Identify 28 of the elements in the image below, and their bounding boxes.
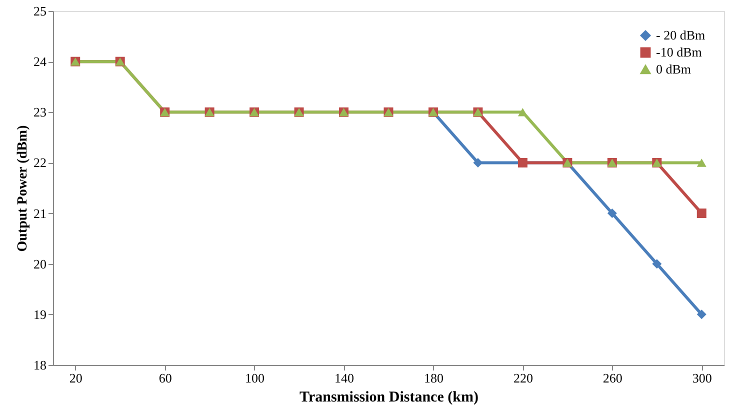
- legend-label: - 20 dBm: [656, 28, 706, 42]
- y-tick-label: 19: [34, 306, 46, 322]
- point: [518, 108, 528, 116]
- point: [652, 259, 662, 269]
- point: [696, 208, 706, 218]
- x-tick-label: 300: [692, 370, 712, 386]
- x-tick-label: 260: [602, 370, 622, 386]
- y-tick-label: 22: [34, 155, 46, 170]
- point: [607, 208, 617, 218]
- point: [473, 158, 483, 168]
- y-axis-title: Output Power (dBm): [16, 124, 30, 252]
- x-tick-label: 140: [334, 370, 354, 386]
- legend-label: 0 dBm: [656, 62, 692, 76]
- point: [696, 310, 706, 320]
- x-tick-label: 180: [424, 370, 444, 386]
- x-tick-label: 60: [158, 370, 172, 386]
- point: [696, 158, 706, 167]
- x-tick-label: 220: [513, 370, 533, 386]
- y-tick-label: 20: [34, 256, 46, 272]
- y-tick-label: 24: [34, 54, 47, 70]
- x-tick-label: 20: [69, 370, 82, 386]
- y-tick-label: 21: [34, 206, 46, 221]
- y-tick-label: 18: [34, 358, 46, 372]
- y-tick-label: 23: [34, 104, 46, 120]
- x-axis-title: Transmission Distance (km): [300, 390, 478, 406]
- legend-label: -10 dBm: [656, 44, 702, 60]
- y-tick-label: 25: [34, 4, 46, 18]
- x-tick-label: 100: [245, 370, 265, 386]
